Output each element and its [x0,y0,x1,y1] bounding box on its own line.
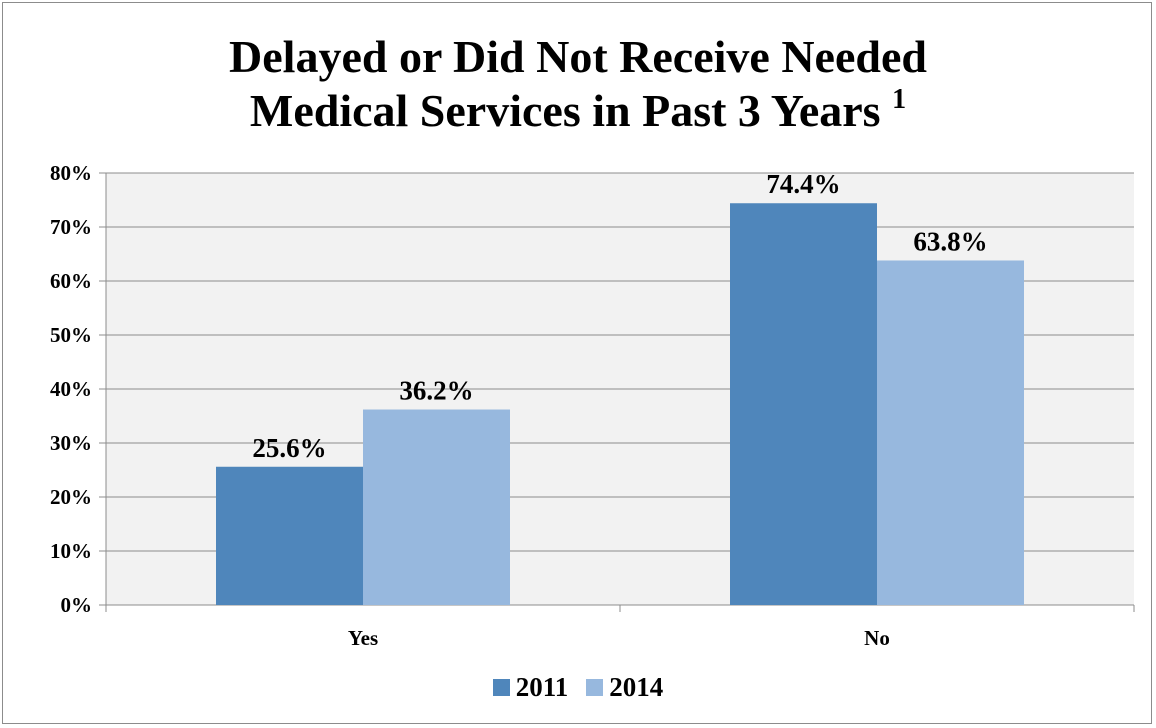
data-label: 63.8% [913,226,987,256]
y-tick-label: 40% [50,377,92,401]
data-label: 25.6% [252,433,326,463]
bar-no-2014 [877,260,1024,605]
y-tick-label: 70% [50,215,92,239]
bar-yes-2014 [363,409,510,605]
chart-title-line1: Delayed or Did Not Receive Needed [229,31,927,82]
legend-label: 2011 [515,672,569,702]
chart-title: Delayed or Did Not Receive Needed Medica… [0,30,1156,138]
x-category-label: No [864,626,890,650]
y-tick-label: 50% [50,323,92,347]
bar-no-2011 [730,203,877,606]
x-category-label: Yes [348,626,378,650]
chart-legend: 2011 2014 [0,672,1156,703]
y-tick-label: 30% [50,431,92,455]
y-tick-label: 60% [50,269,92,293]
legend-swatch [492,679,510,696]
data-label: 36.2% [399,376,473,406]
chart-title-footnote: 1 [892,84,907,115]
y-tick-label: 80% [50,161,92,185]
y-tick-label: 0% [61,593,93,617]
legend-label: 2014 [609,672,664,702]
chart-title-line2: Medical Services in Past 3 Years [249,85,881,136]
legend-item-2011: 2011 [492,672,569,703]
y-tick-label: 20% [50,485,92,509]
legend-swatch [586,679,604,696]
data-label: 74.4% [766,169,840,199]
bar-yes-2011 [216,466,363,605]
legend-item-2014: 2014 [586,672,663,703]
y-tick-label: 10% [50,539,92,563]
